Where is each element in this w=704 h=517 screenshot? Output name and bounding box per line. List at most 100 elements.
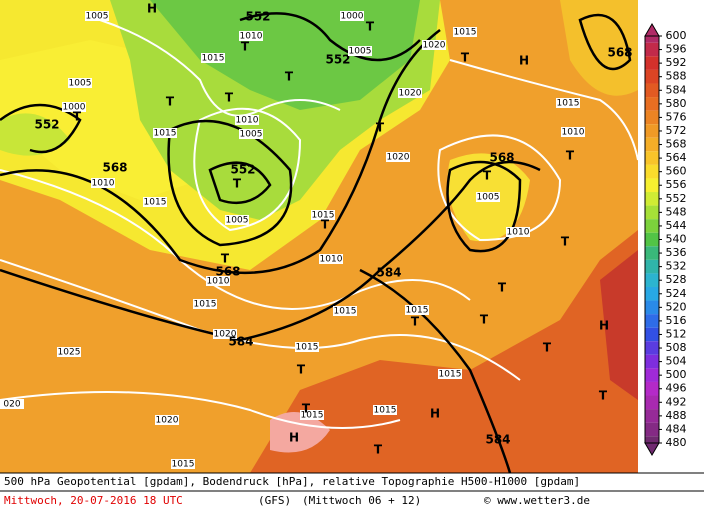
isobar-label: 1015	[301, 411, 324, 421]
colorbar-frame	[644, 35, 660, 444]
label-box	[57, 347, 81, 357]
pressure-center: T	[73, 110, 82, 124]
colorbar-swatch	[645, 83, 659, 98]
colorbar-label: 524	[666, 287, 687, 300]
colorbar-label: 528	[666, 273, 687, 286]
pressure-center: T	[221, 252, 230, 266]
isobar-label: 1010	[92, 179, 115, 189]
isobar-label: 1010	[207, 277, 230, 287]
isobar-label: 1015	[406, 306, 429, 316]
colorbar-swatch	[645, 246, 659, 260]
colorbar-swatch	[645, 137, 659, 152]
pressure-center: T	[374, 443, 383, 457]
isobar-label: 1010	[240, 32, 263, 42]
isobar-label: 1005	[477, 193, 500, 203]
footer-run: (Mittwoch 06 + 12)	[302, 494, 421, 507]
footer-model: (GFS)	[258, 494, 291, 507]
colorbar-label: 596	[666, 43, 687, 56]
label-box	[556, 98, 580, 108]
warm-zone	[250, 230, 638, 473]
colorbar: 6005965925885845805765725685645605565525…	[644, 23, 687, 456]
colorbar-swatch	[645, 409, 659, 423]
colorbar-label: 500	[666, 368, 687, 381]
label-box	[405, 305, 429, 315]
isobar-label: 020	[3, 400, 20, 410]
label-box	[201, 53, 225, 63]
colorbar-label: 540	[666, 233, 687, 246]
label-box	[155, 415, 179, 425]
label-box	[239, 129, 263, 139]
isobar-label: 1005	[86, 12, 109, 22]
colorbar-label: 536	[666, 246, 687, 259]
colorbar-swatch	[645, 178, 659, 193]
colorbar-swatch	[645, 42, 659, 57]
colorbar-swatch	[645, 97, 659, 111]
pressure-center: T	[461, 51, 470, 65]
colorbar-label: 504	[666, 355, 687, 368]
pressure-center: T	[297, 363, 306, 377]
colorbar-swatch	[645, 205, 659, 220]
label-box	[373, 405, 397, 415]
isobar-label: 1020	[387, 153, 410, 163]
colorbar-swatch	[645, 219, 659, 233]
pressure-center: T	[225, 91, 234, 105]
isobar-label: 1015	[202, 54, 225, 64]
isobar-label: 1015	[296, 343, 319, 353]
pressure-center: T	[498, 281, 507, 295]
height-label: 552	[230, 163, 255, 177]
colorbar-swatch	[645, 354, 659, 369]
colorbar-swatch	[645, 422, 659, 437]
label-box	[438, 369, 462, 379]
height-label: 584	[376, 266, 401, 280]
colorbar-swatch	[645, 395, 659, 410]
colorbar-swatch	[645, 368, 659, 382]
label-box	[193, 299, 217, 309]
isobar-label: 1015	[557, 99, 580, 109]
label-box	[398, 88, 422, 98]
colorbar-label: 600	[666, 29, 687, 42]
isobar-label: 1015	[144, 198, 167, 208]
colorbar-swatch	[645, 259, 659, 274]
warm-spot	[270, 412, 330, 453]
colorbar-label: 512	[666, 327, 687, 340]
pressure-center: H	[289, 431, 299, 445]
height-label: 584	[485, 433, 510, 447]
colorbar-swatch	[645, 56, 659, 70]
isobar-label: 1020	[423, 41, 446, 51]
colorbar-swatch	[645, 300, 659, 315]
label-box	[225, 215, 249, 225]
colorbar-swatch	[645, 164, 659, 179]
isobars	[0, 19, 639, 429]
green-zone	[150, 0, 420, 110]
isobar-label: 1010	[562, 128, 585, 138]
colorbar-swatch	[645, 124, 659, 138]
label-box	[206, 276, 230, 286]
colorbar-swatch	[645, 69, 659, 84]
isobar-label: 1005	[349, 47, 372, 57]
pressure-center: H	[599, 319, 609, 333]
colorbar-label: 480	[666, 436, 687, 449]
label-box	[386, 152, 410, 162]
label-box	[311, 210, 335, 220]
label-box	[235, 115, 259, 125]
isobar-label: 1005	[226, 216, 249, 226]
pressure-center: H	[430, 407, 440, 421]
height-label: 568	[102, 161, 127, 175]
label-box	[422, 40, 446, 50]
label-box	[295, 342, 319, 352]
label-box	[91, 178, 115, 188]
label-box	[153, 128, 177, 138]
colorbar-label: 560	[666, 165, 687, 178]
label-box	[213, 329, 237, 339]
colorbar-label: 548	[666, 205, 687, 218]
colorbar-label: 556	[666, 178, 687, 191]
label-box	[476, 192, 500, 202]
pressure-center: H	[147, 2, 157, 16]
pressure-center: T	[543, 341, 552, 355]
label-box	[506, 227, 530, 237]
green-zone	[0, 113, 70, 156]
pressure-center: T	[561, 235, 570, 249]
pressure-center: T	[566, 149, 575, 163]
colorbar-swatch	[645, 327, 659, 342]
